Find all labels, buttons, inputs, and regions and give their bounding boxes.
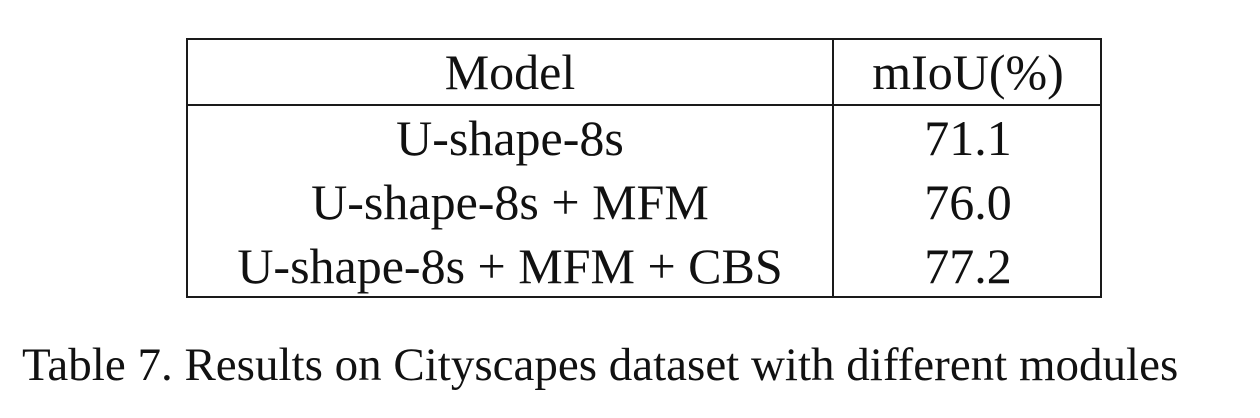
header-model: Model <box>188 40 834 106</box>
cell-model: U-shape-8s + MFM + CBS <box>188 234 834 298</box>
cell-model: U-shape-8s <box>188 105 834 170</box>
cell-model: U-shape-8s + MFM <box>188 170 834 234</box>
cell-miou: 71.1 <box>924 110 1012 166</box>
cell-miou: 76.0 <box>924 174 1012 230</box>
table-caption: Table 7. Results on Cityscapes dataset w… <box>22 339 1179 391</box>
results-table: Model mIoU(%) U-shape-8s 71.1 U-shape-8s… <box>186 38 1102 298</box>
header-miou: mIoU(%) <box>833 40 1102 106</box>
table-row: U-shape-8s + MFM 76.0 <box>188 170 1102 234</box>
results-table-grid: Model mIoU(%) U-shape-8s 71.1 U-shape-8s… <box>188 40 1102 298</box>
table-row: U-shape-8s 71.1 <box>188 105 1102 170</box>
table-header-row: Model mIoU(%) <box>188 40 1102 106</box>
cell-miou: 77.2 <box>924 238 1012 294</box>
table-row: U-shape-8s + MFM + CBS 77.2 <box>188 234 1102 298</box>
